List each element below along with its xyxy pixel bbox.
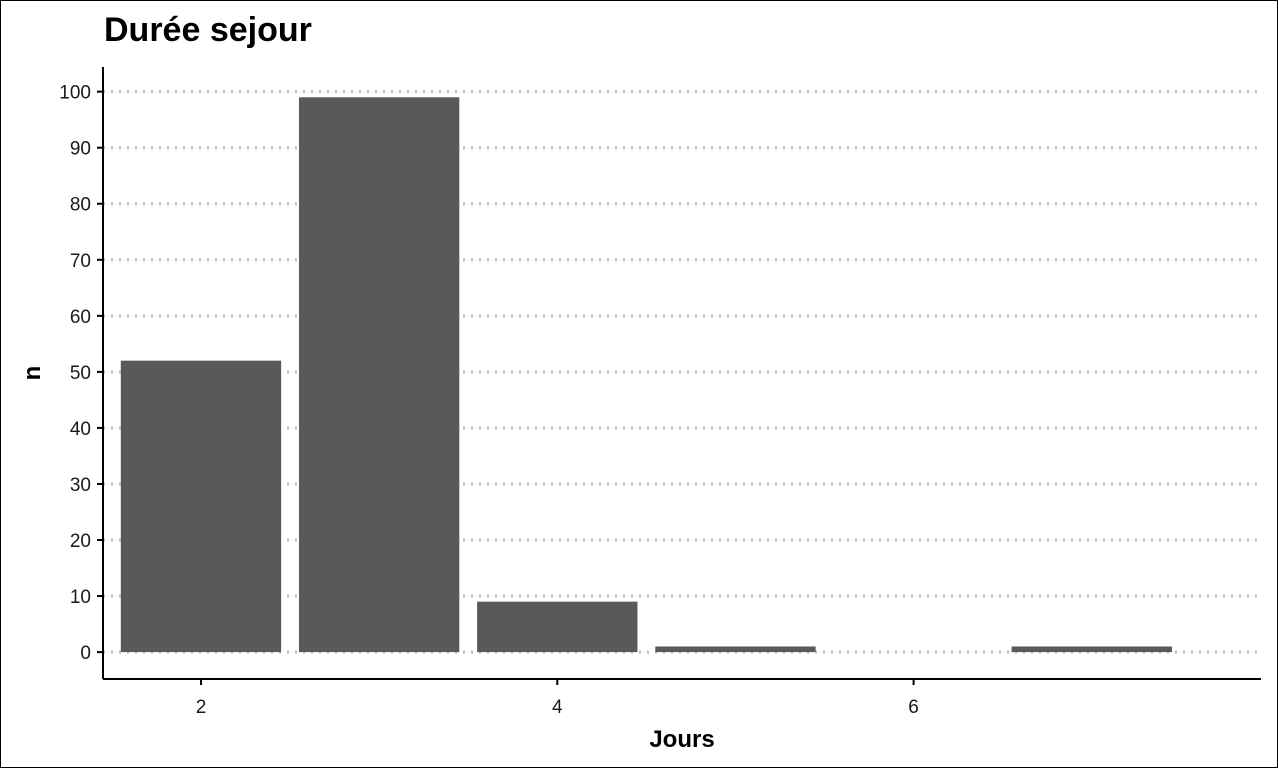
y-tick-label-70: 70 — [70, 251, 91, 272]
y-tick-label-90: 90 — [70, 139, 91, 160]
x-axis-ticks: 2 4 6 — [196, 679, 919, 718]
bar-5 — [655, 646, 816, 653]
x-axis-title: Jours — [649, 726, 714, 753]
y-axis-title: n — [19, 366, 46, 381]
chart-title: Durée sejour — [104, 11, 312, 49]
x-tick-label-6: 6 — [908, 697, 919, 718]
bar-4 — [477, 601, 638, 653]
y-tick-label-20: 20 — [70, 531, 91, 552]
y-tick-label-0: 0 — [80, 643, 91, 664]
y-tick-label-10: 10 — [70, 587, 91, 608]
y-tick-label-50: 50 — [70, 363, 91, 384]
y-axis-ticks: 0 10 20 30 40 50 60 70 80 90 100 — [59, 83, 103, 664]
y-tick-label-60: 60 — [70, 307, 91, 328]
bar-3 — [298, 97, 460, 653]
y-tick-label-30: 30 — [70, 475, 91, 496]
y-tick-label-80: 80 — [70, 195, 91, 216]
x-tick-label-2: 2 — [196, 697, 207, 718]
bar-7 — [1011, 646, 1172, 653]
y-tick-label-100: 100 — [59, 83, 91, 104]
bars — [120, 97, 1172, 653]
x-tick-label-4: 4 — [552, 697, 563, 718]
bar-2 — [120, 360, 282, 653]
y-tick-label-40: 40 — [70, 419, 91, 440]
gridlines — [103, 90, 1261, 654]
